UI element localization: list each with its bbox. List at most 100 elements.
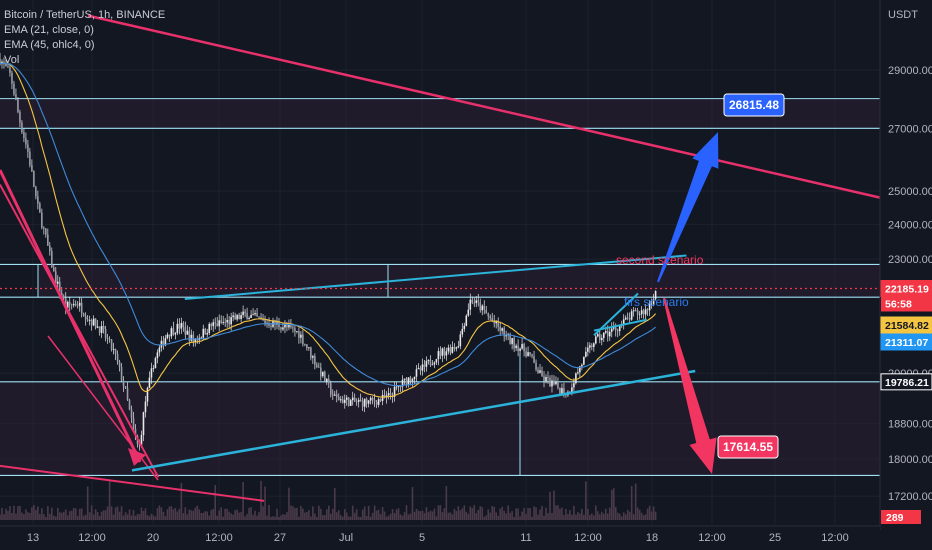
candle-body [296, 331, 298, 332]
drawings: 26815.48 17614.55 second scenario firs scen… [0, 14, 881, 502]
candle-body [152, 368, 155, 369]
candle-body [230, 317, 232, 325]
candle-body [583, 356, 585, 365]
ema-21-legend[interactable]: EMA (21, close, 0) [4, 24, 94, 36]
volume-bar [254, 510, 256, 520]
candle-body [90, 320, 93, 326]
volume-bar [76, 516, 79, 520]
volume-bar [196, 505, 199, 520]
symbol-title[interactable]: Bitcoin / TetherUS, 1h, BINANCE [4, 9, 166, 21]
volume-bar [415, 508, 418, 520]
volume-bar [636, 507, 639, 520]
volume-bar [39, 514, 41, 520]
volume-bar [529, 507, 531, 520]
candle-body [433, 362, 436, 365]
candle-body [302, 334, 304, 345]
volume-bar [634, 483, 637, 520]
candle-body [523, 344, 525, 352]
candle-body [654, 290, 657, 300]
volume-bar [142, 510, 145, 520]
candle-body [154, 358, 157, 369]
candle-body [477, 300, 480, 303]
volume-bar [188, 509, 191, 520]
volume-bar [162, 511, 165, 520]
price-axis[interactable]: USDT 29000.00 27000.00 25000.00 24000.00 2300… [879, 0, 932, 550]
volume-bar [495, 512, 497, 520]
ema-45-legend[interactable]: EMA (45, ohlc4, 0) [4, 39, 95, 51]
candle-body [17, 99, 19, 112]
candle-body [443, 348, 446, 356]
volume-bar [612, 488, 615, 520]
candle-body [608, 331, 611, 337]
volume-bar [616, 512, 619, 520]
volume-bar [638, 509, 641, 520]
volume-bar [477, 509, 480, 520]
candle-body [589, 345, 591, 348]
volume-bar [84, 514, 87, 520]
time-axis[interactable]: 13 12:00 20 12:00 27 Jul 5 11 12:00 18 12:00 25 12:0… [0, 525, 880, 550]
volume-bar [511, 511, 513, 520]
volume-bar [302, 508, 304, 520]
volume-bar [90, 505, 93, 520]
volume-bar [363, 506, 366, 520]
candle-body [636, 310, 639, 315]
candle-body [25, 138, 27, 145]
candle-body [248, 317, 250, 320]
volume-bar [591, 513, 593, 520]
volume-bar [25, 509, 27, 520]
volume-bar [152, 515, 155, 520]
candle-body [220, 320, 222, 324]
candle-body [118, 361, 121, 367]
candle-body [270, 325, 272, 327]
volume-bar [585, 481, 587, 520]
volume-bar [228, 511, 230, 520]
candle-body [246, 313, 248, 320]
volume-bar [314, 513, 316, 520]
volume-bar [461, 508, 464, 520]
volume-bar [361, 509, 364, 520]
volume-bar [134, 515, 137, 520]
candle-body [190, 334, 193, 341]
volume-bar [114, 507, 117, 520]
candle-body [264, 320, 266, 324]
volume-bar [53, 515, 55, 520]
volume-bar [226, 508, 228, 520]
candle-body [72, 303, 75, 306]
volume-bar [429, 510, 432, 520]
volume-bar [104, 510, 107, 520]
volume-bar [457, 506, 460, 520]
candle-body [331, 394, 334, 396]
volume-bar [322, 515, 324, 520]
candle-body [616, 330, 619, 332]
candle-body [56, 281, 59, 284]
candle-body [459, 334, 462, 347]
volume-bar [407, 514, 410, 520]
candle-body [184, 327, 187, 335]
volume-legend[interactable]: Vol [4, 54, 20, 66]
volume-bar [355, 509, 358, 520]
candle-body [399, 386, 402, 388]
candle-body [100, 326, 103, 333]
candle-body [634, 310, 637, 312]
candle-body [86, 319, 89, 321]
axis-unit-label: USDT [888, 9, 918, 21]
candle-body [363, 398, 366, 407]
volume-bar [445, 486, 448, 520]
candle-body [208, 323, 211, 334]
candle-body [156, 352, 159, 359]
volume-bar [82, 515, 85, 520]
volume-bar [547, 513, 549, 520]
candle-body [387, 393, 390, 396]
candle-body [505, 334, 507, 337]
candle-body [37, 196, 39, 204]
volume-bar [401, 515, 404, 520]
volume-bar [41, 508, 43, 520]
zone-box [38, 264, 880, 298]
channel-bottom-line [131, 369, 696, 472]
volume-bar [174, 507, 177, 520]
volume-bar [453, 508, 456, 520]
candle-body [365, 398, 368, 404]
volume-bar [335, 512, 338, 520]
